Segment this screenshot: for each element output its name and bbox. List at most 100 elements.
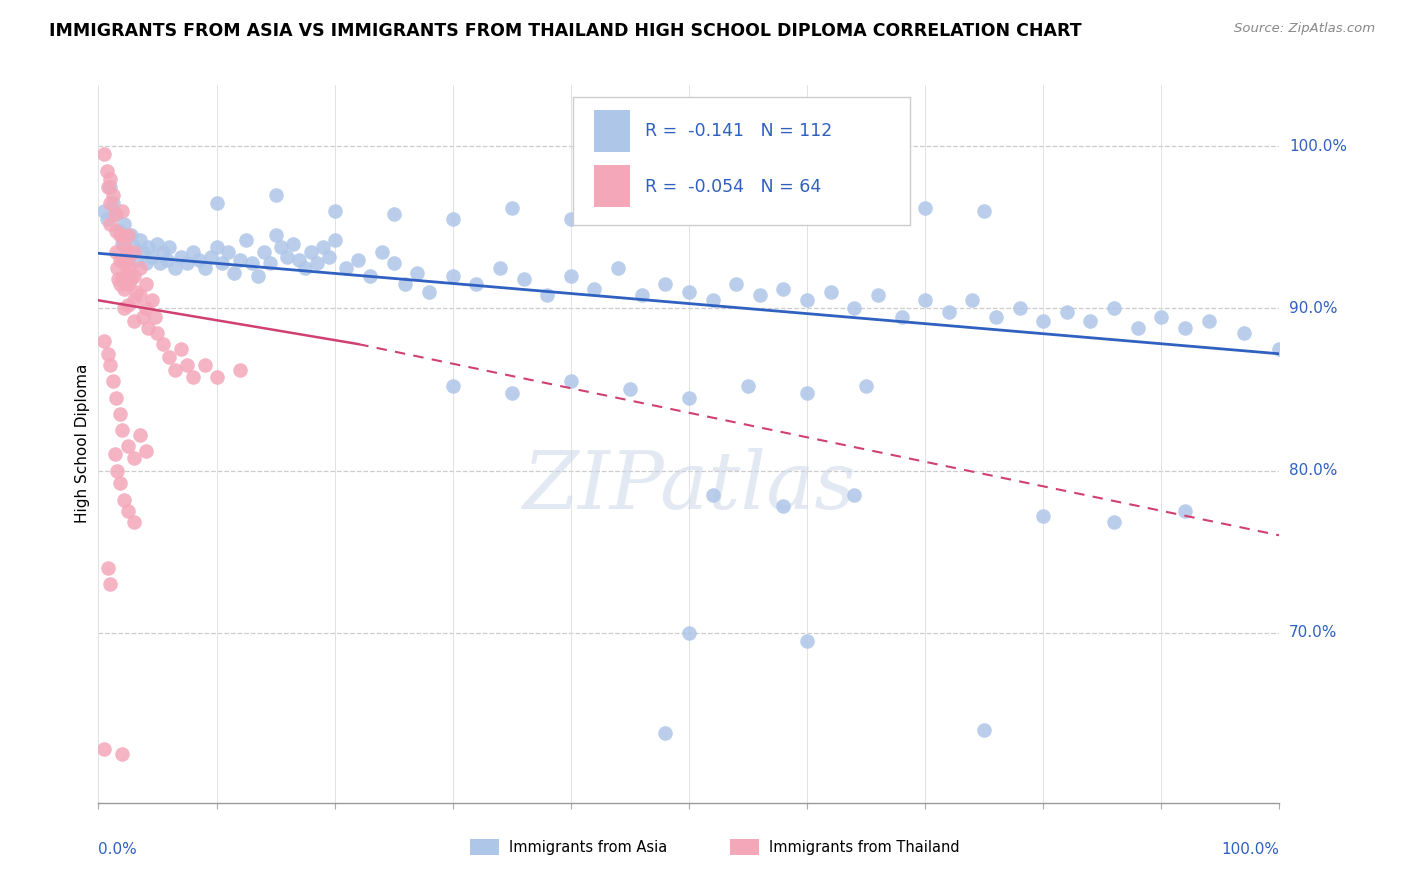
Text: Source: ZipAtlas.com: Source: ZipAtlas.com	[1234, 22, 1375, 36]
Point	[264, 188, 287, 202]
Point	[224, 266, 246, 280]
Point	[1102, 516, 1125, 530]
Point	[240, 256, 263, 270]
Point	[170, 250, 193, 264]
Point	[702, 488, 724, 502]
Point	[97, 561, 120, 575]
Text: R =  -0.141   N = 112: R = -0.141 N = 112	[645, 122, 832, 140]
Point	[560, 212, 582, 227]
Point	[152, 337, 174, 351]
Point	[194, 358, 217, 372]
Point	[157, 240, 180, 254]
Point	[288, 252, 311, 267]
Point	[394, 277, 416, 292]
Point	[105, 207, 128, 221]
Point	[149, 256, 172, 270]
Point	[441, 268, 464, 283]
Point	[156, 252, 179, 267]
Point	[93, 147, 115, 161]
Point	[866, 288, 889, 302]
Point	[128, 288, 150, 302]
Point	[122, 314, 145, 328]
Point	[607, 260, 630, 275]
Point	[152, 244, 174, 259]
Point	[984, 310, 1007, 324]
Point	[117, 504, 139, 518]
Point	[176, 256, 198, 270]
Point	[117, 228, 139, 243]
Point	[619, 383, 641, 397]
Point	[678, 625, 700, 640]
Point	[105, 463, 128, 477]
Point	[112, 492, 135, 507]
Point	[121, 228, 143, 243]
Point	[318, 250, 340, 264]
Point	[1032, 314, 1054, 328]
Point	[264, 228, 287, 243]
Point	[111, 236, 134, 251]
Point	[229, 363, 252, 377]
Point	[211, 256, 233, 270]
Point	[359, 268, 381, 283]
Point	[796, 293, 818, 308]
Point	[855, 379, 877, 393]
Point	[501, 201, 523, 215]
Point	[111, 204, 134, 219]
Point	[890, 310, 912, 324]
Point	[108, 224, 131, 238]
Point	[105, 391, 128, 405]
Point	[98, 217, 121, 231]
Point	[299, 244, 322, 259]
Point	[112, 282, 135, 296]
Point	[112, 236, 135, 251]
Point	[132, 310, 155, 324]
Bar	[595, 165, 630, 207]
Point	[1080, 314, 1102, 328]
Bar	[595, 110, 630, 152]
FancyBboxPatch shape	[574, 97, 910, 225]
Point	[1174, 321, 1197, 335]
Point	[418, 285, 440, 300]
Point	[560, 268, 582, 283]
Point	[108, 228, 131, 243]
Point	[973, 723, 995, 737]
Point	[122, 450, 145, 465]
Point	[382, 207, 405, 221]
Point	[105, 224, 128, 238]
Point	[820, 285, 842, 300]
Point	[117, 244, 139, 259]
Point	[135, 301, 157, 316]
Point	[1233, 326, 1256, 340]
Point	[312, 240, 335, 254]
Point	[276, 250, 298, 264]
Point	[512, 272, 534, 286]
Point	[855, 196, 877, 211]
Point	[122, 293, 145, 308]
Point	[117, 439, 139, 453]
Point	[536, 288, 558, 302]
Point	[93, 742, 115, 756]
Point	[108, 252, 131, 267]
Point	[382, 256, 405, 270]
Point	[914, 293, 936, 308]
Point	[128, 260, 150, 275]
Point	[253, 244, 276, 259]
Point	[112, 301, 135, 316]
Point	[101, 196, 124, 211]
Bar	[730, 839, 759, 855]
Point	[115, 244, 138, 259]
Point	[135, 444, 157, 458]
Text: R =  -0.054   N = 64: R = -0.054 N = 64	[645, 178, 821, 195]
Point	[105, 260, 128, 275]
Point	[725, 277, 748, 292]
Point	[146, 236, 169, 251]
Point	[973, 204, 995, 219]
Point	[844, 301, 866, 316]
Point	[96, 163, 118, 178]
Point	[1032, 508, 1054, 523]
Point	[176, 358, 198, 372]
Point	[200, 250, 222, 264]
Point	[489, 260, 512, 275]
Point	[181, 369, 204, 384]
Text: 100.0%: 100.0%	[1222, 842, 1279, 857]
